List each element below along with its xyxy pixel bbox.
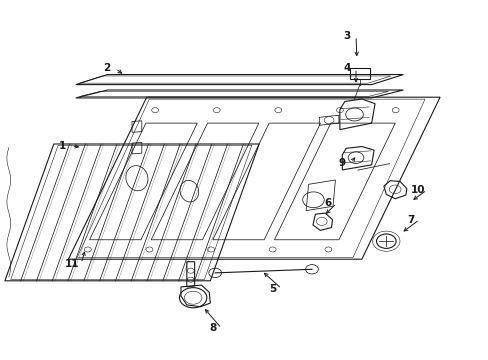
Text: 10: 10 — [410, 185, 425, 195]
Text: 8: 8 — [209, 323, 216, 333]
Text: 3: 3 — [343, 31, 350, 41]
Bar — [349, 68, 369, 79]
Text: 11: 11 — [65, 258, 80, 269]
Text: 2: 2 — [103, 63, 110, 73]
Text: 6: 6 — [324, 198, 330, 208]
Text: 4: 4 — [343, 63, 350, 73]
Text: 7: 7 — [406, 215, 414, 225]
Text: 9: 9 — [338, 158, 345, 168]
Text: 1: 1 — [59, 141, 66, 151]
Text: 5: 5 — [269, 284, 276, 294]
